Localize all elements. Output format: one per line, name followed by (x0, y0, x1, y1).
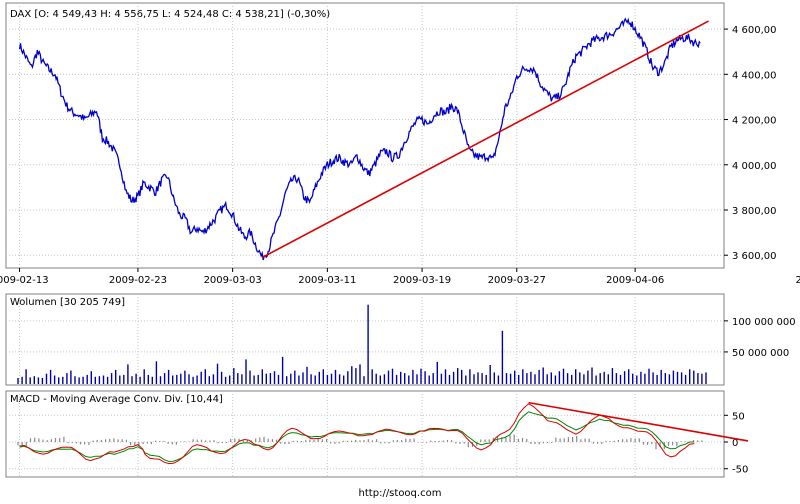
price-tick-label-x: 2009-03-19 (393, 275, 451, 286)
macd-trendline (528, 401, 749, 442)
price-tick-label-y: 4 000,00 (732, 161, 777, 172)
price-tick-label-y: 3 800,00 (732, 206, 777, 217)
volume-panel (5, 293, 725, 386)
price-legend: DAX [O: 4 549,43 H: 4 556,75 L: 4 524,48… (10, 9, 330, 20)
price-series-line (18, 17, 701, 261)
volume-legend: Wolumen [30 205 749] (10, 297, 125, 308)
volume-tick-label-y: 100 000 000 (732, 317, 796, 328)
price-tick-label-y: 4 600,00 (732, 25, 777, 36)
macd-legend: MACD - Moving Average Conv. Div. [10,44] (10, 394, 223, 405)
price-tick-label-x: 2009-03-11 (298, 275, 356, 286)
price-tick-label-x: 2009-03-03 (204, 275, 262, 286)
macd-tick-label-y: 0 (732, 438, 738, 449)
macd-line (19, 403, 695, 465)
price-tick-label-x: 2009-04-06 (606, 275, 664, 286)
volume-tick-label-y: 50 000 000 (732, 348, 789, 359)
macd-tick-label-y: 50 (732, 411, 745, 422)
price-tick-label-x: 2009-03-27 (488, 275, 546, 286)
price-tick-label-y: 4 400,00 (732, 70, 777, 81)
macd-tick-label-y: -50 (732, 465, 748, 476)
price-tick-label-x: 2009-02-13 (0, 275, 49, 286)
footer-url[interactable]: http://stooq.com (359, 488, 442, 499)
volume-layer: 50 000 000 100 000 000 (6, 294, 796, 385)
price-tick-label-x: 2009-04-22 (795, 275, 800, 286)
price-tick-label-x: 2009-02-23 (109, 275, 167, 286)
price-tick-label-y: 4 200,00 (732, 116, 777, 127)
macd-layer: -50 0 50 (6, 391, 749, 477)
price-layer: 3 600,00 3 800,00 4 000,00 4 200,00 4 400,00… (0, 3, 800, 286)
price-trendline (261, 20, 709, 259)
macd-panel (5, 390, 725, 478)
price-panel (5, 2, 725, 269)
price-tick-label-y: 3 600,00 (732, 251, 777, 262)
